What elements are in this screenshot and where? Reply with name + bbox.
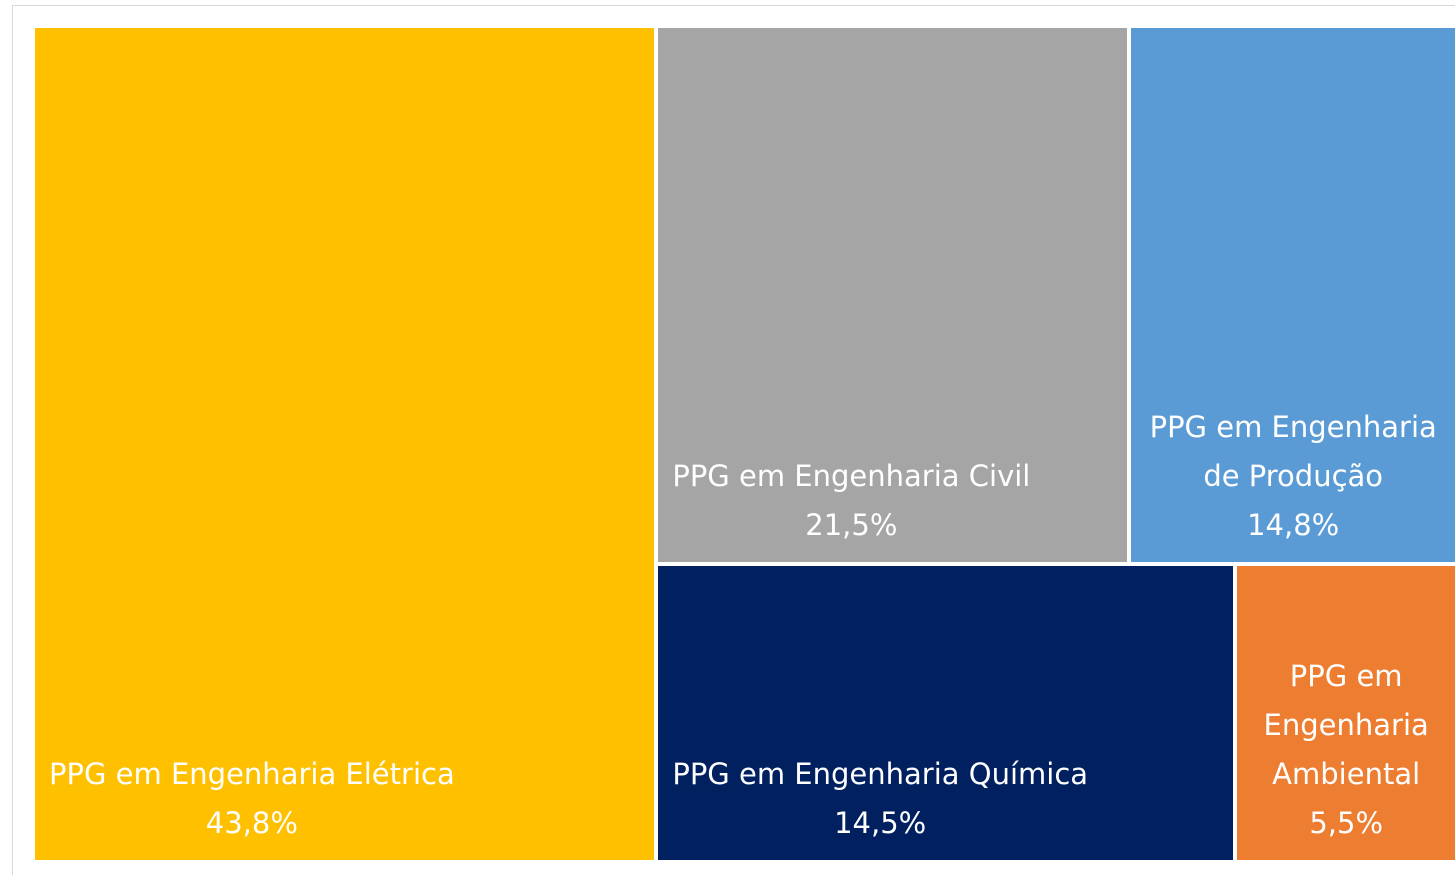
value-label: 5,5% (1309, 805, 1384, 840)
value-label: 14,8% (1247, 508, 1340, 543)
value-label: 21,5% (805, 508, 898, 543)
value-label: 43,8% (205, 806, 298, 840)
tile-label: PPG em Engenharia Química 14,5% (672, 750, 1088, 848)
tile-label: PPG em Engenharia de Produção 14,8% (1145, 403, 1441, 550)
treemap-tile: PPG em Engenharia Química 14,5% (658, 566, 1234, 860)
treemap-tile: PPG em Engenharia Elétrica 43,8% (35, 28, 655, 860)
category-label: PPG em Engenharia Civil (672, 459, 1031, 494)
category-label: PPG em Engenharia de Produção (1149, 410, 1437, 494)
category-label: PPG em Engenharia Elétrica (49, 757, 455, 791)
tile-label: PPG em Engenharia Ambiental 5,5% (1251, 652, 1441, 848)
category-label: PPG em Engenharia Química (672, 756, 1089, 791)
category-label: PPG em Engenharia Ambiental (1263, 658, 1429, 791)
treemap-tile: PPG em Engenharia Civil 21,5% (658, 28, 1128, 563)
value-label: 14,5% (834, 805, 927, 840)
chart-frame (12, 5, 1455, 875)
treemap-tile: PPG em Engenharia Ambiental 5,5% (1237, 566, 1455, 860)
treemap-tile: PPG em Engenharia de Produção 14,8% (1131, 28, 1455, 563)
tile-label: PPG em Engenharia Elétrica 43,8% (49, 750, 455, 848)
tile-label: PPG em Engenharia Civil 21,5% (672, 452, 1030, 550)
